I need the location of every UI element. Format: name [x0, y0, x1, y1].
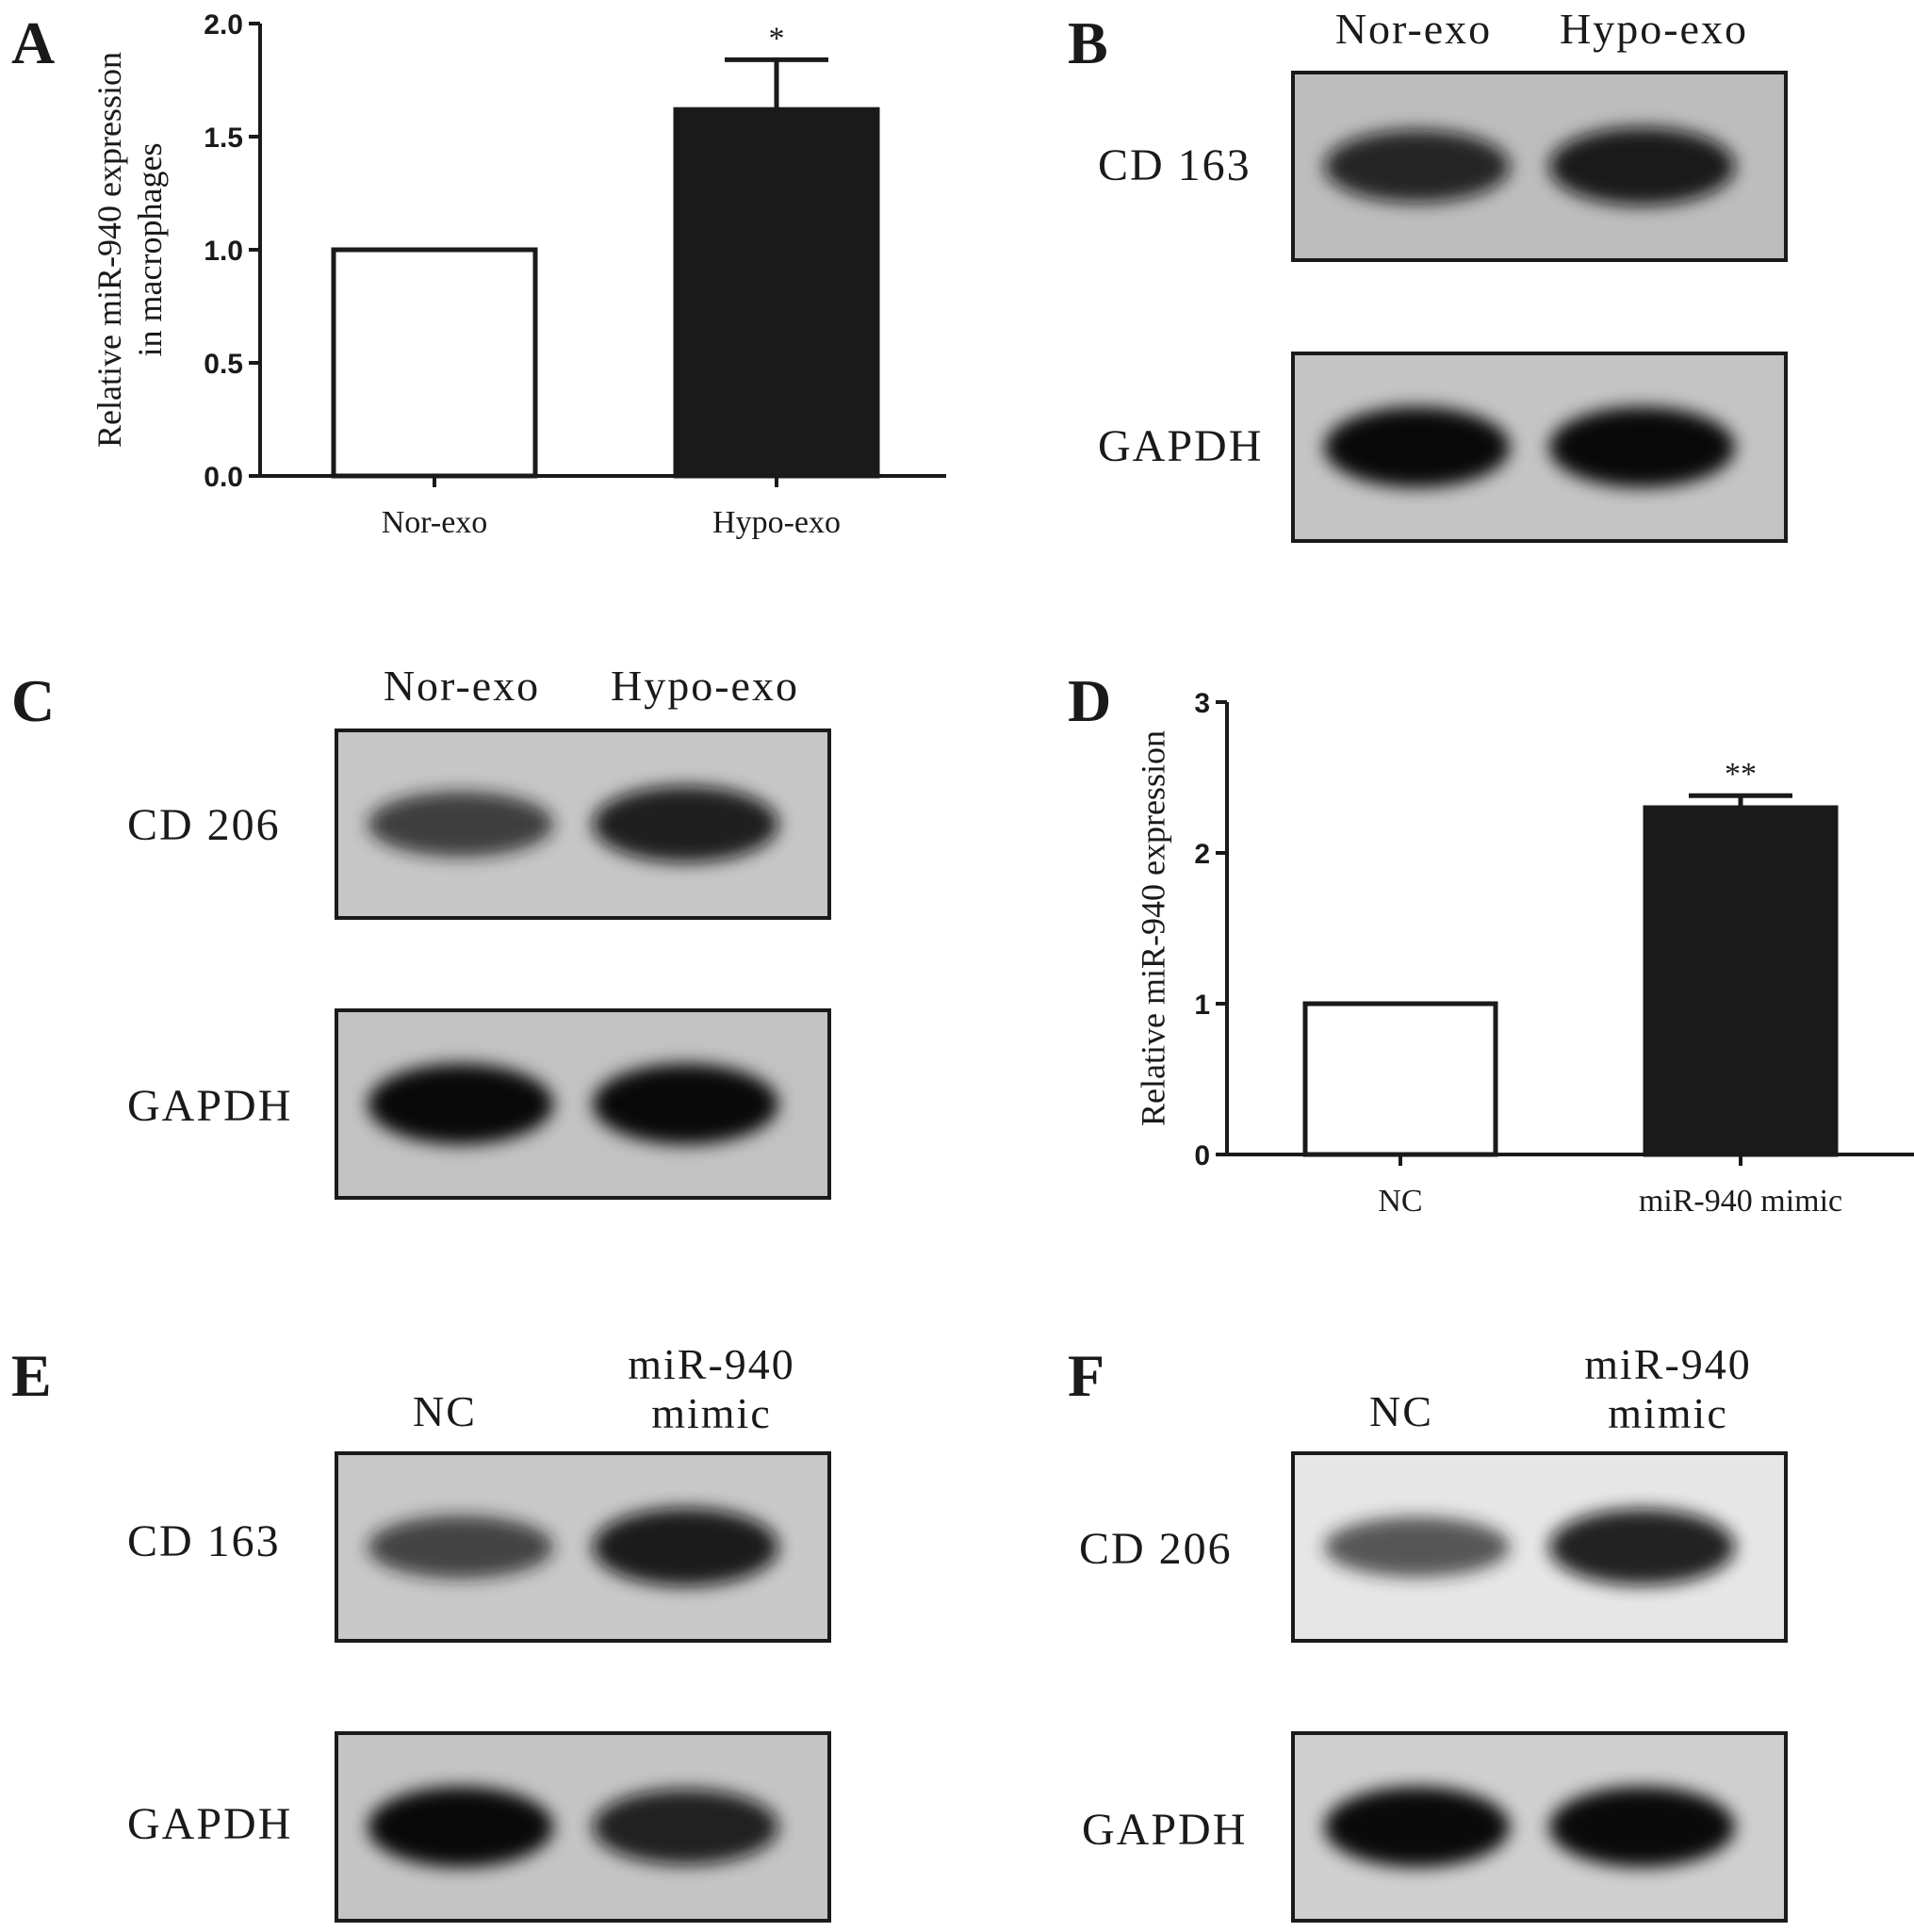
blot-e-0-band-1 [592, 1507, 779, 1587]
western-blot-c-cd206 [335, 729, 831, 920]
blot-e-1-band-0 [368, 1786, 554, 1868]
blot-label-e-2: GAPDH [127, 1799, 293, 1849]
blot-f-1-band-1 [1548, 1786, 1736, 1868]
chart-a-ytick-label-2: 1.0 [204, 236, 243, 267]
chart-a-ylabel-line-0: Relative miR-940 expression [90, 52, 128, 448]
panel-letter-e: E [11, 1342, 52, 1409]
blot-label-b-2: GAPDH [1098, 421, 1264, 471]
panel-letter-f: F [1068, 1342, 1105, 1409]
lane-label-c-1: Nor-exo [383, 662, 541, 710]
chart-a-bar-1 [673, 106, 880, 479]
blot-e-0-svg [338, 1455, 827, 1639]
chart-a-svg: 0.0 0.5 1.0 1.5 2.0 Nor-exo * Hypo-exo Relative … [90, 9, 946, 540]
panel-letter-c: C [11, 667, 56, 734]
blot-b-1-band-0 [1324, 406, 1511, 488]
chart-a: 0.0 0.5 1.0 1.5 2.0 Nor-exo * Hypo-exo Relative … [75, 0, 961, 556]
chart-a-category-label-1: Hypo-exo [712, 505, 841, 540]
blot-c-0-band-1 [592, 785, 779, 863]
western-blot-c-gapdh [335, 1008, 831, 1200]
chart-d-significance-1: ** [1725, 757, 1757, 792]
western-blot-f-cd206 [1291, 1451, 1788, 1643]
blot-e-1-band-1 [592, 1789, 779, 1865]
western-blot-e-cd163 [335, 1451, 831, 1643]
chart-d-ytick-label-2: 2 [1194, 839, 1210, 870]
western-blot-e-gapdh [335, 1731, 831, 1923]
blot-c-0-svg [338, 732, 827, 916]
chart-a-category-label-0: Nor-exo [382, 505, 488, 540]
panel-letter-b: B [1068, 9, 1108, 76]
blot-label-e-1: CD 163 [127, 1516, 281, 1566]
blot-c-1-band-1 [592, 1063, 779, 1145]
chart-d-category-label-0: NC [1378, 1184, 1422, 1219]
lane-label-e-2-text: miR-940 mimic [628, 1340, 795, 1437]
panel-letter-d: D [1068, 667, 1112, 734]
blot-b-0-svg [1295, 74, 1784, 258]
western-blot-b-cd163 [1291, 71, 1788, 262]
lane-label-b-1: Nor-exo [1334, 5, 1493, 53]
blot-f-1-band-0 [1324, 1786, 1511, 1868]
lane-label-b-2: Hypo-exo [1560, 5, 1748, 53]
blot-label-f-1: CD 206 [1079, 1524, 1233, 1574]
blot-b-0-band-0 [1324, 129, 1511, 204]
blot-f-1-svg [1295, 1735, 1784, 1919]
blot-c-1-svg [338, 1012, 827, 1196]
blot-e-0-band-0 [368, 1515, 554, 1579]
chart-d-bar-0 [1302, 1001, 1498, 1157]
chart-d-ytick-label-3: 3 [1194, 688, 1210, 719]
chart-d-svg: 0 1 2 3 NC ** miR-940 mimic Relative miR-940 ex… [1135, 688, 1914, 1219]
chart-d: 0 1 2 3 NC ** miR-940 mimic Relative miR-940 ex… [1112, 669, 1914, 1235]
lane-label-e-1: NC [413, 1387, 477, 1435]
lane-label-f-1: NC [1369, 1387, 1433, 1435]
chart-a-significance-1: * [769, 21, 785, 56]
chart-a-ytick-label-3: 1.5 [204, 123, 243, 154]
lane-label-e-2: miR-940 mimic [628, 1340, 795, 1438]
blot-label-b-1: CD 163 [1098, 140, 1251, 190]
chart-d-ylabel: Relative miR-940 expression [1135, 730, 1172, 1126]
lane-label-c-2: Hypo-exo [611, 662, 799, 710]
lane-label-f-2: miR-940 mimic [1584, 1340, 1752, 1438]
chart-a-bar-0 [331, 247, 538, 479]
chart-a-ylabel: Relative miR-940 expression in macrophage… [90, 52, 169, 448]
blot-b-0-band-1 [1548, 126, 1736, 206]
blot-b-1-band-1 [1548, 406, 1736, 488]
western-blot-f-gapdh [1291, 1731, 1788, 1923]
blot-label-c-2: GAPDH [127, 1081, 293, 1131]
blot-label-c-1: CD 206 [127, 800, 281, 850]
blot-e-1-svg [338, 1735, 827, 1919]
lane-label-f-2-text: miR-940 mimic [1584, 1340, 1752, 1437]
chart-d-ytick-label-1: 1 [1194, 990, 1210, 1021]
blot-label-f-2: GAPDH [1082, 1805, 1248, 1855]
chart-a-ytick-label-4: 2.0 [204, 9, 243, 41]
chart-d-category-label-1: miR-940 mimic [1639, 1184, 1842, 1219]
blot-f-0-band-1 [1548, 1508, 1736, 1586]
chart-a-ytick-label-0: 0.0 [204, 462, 243, 493]
chart-a-ytick-label-1: 0.5 [204, 349, 243, 380]
blot-f-0-band-0 [1324, 1516, 1511, 1578]
blot-c-0-band-0 [368, 791, 554, 858]
blot-c-1-band-0 [368, 1063, 554, 1145]
blot-f-0-svg [1295, 1455, 1784, 1639]
blot-b-1-svg [1295, 355, 1784, 539]
chart-a-ylabel-line-1: in macrophages [131, 143, 169, 357]
western-blot-b-gapdh [1291, 352, 1788, 543]
panel-letter-a: A [11, 9, 56, 76]
chart-d-ytick-label-0: 0 [1194, 1140, 1210, 1171]
chart-d-ylabel-line-0: Relative miR-940 expression [1135, 730, 1172, 1126]
chart-d-bar-1 [1643, 805, 1839, 1157]
